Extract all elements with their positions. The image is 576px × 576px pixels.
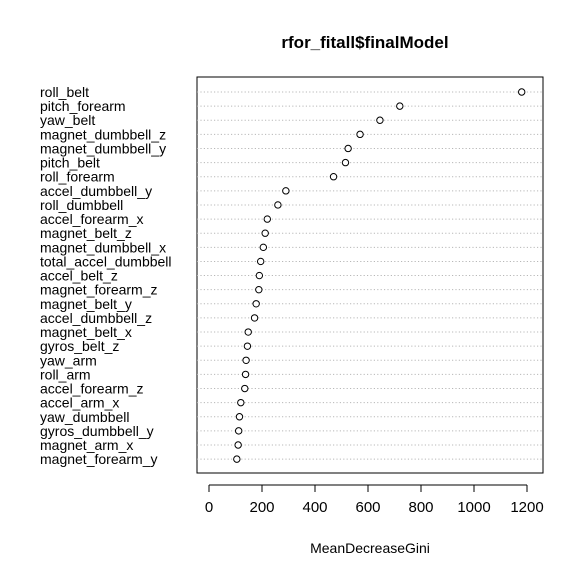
category-label: pitch_forearm <box>40 98 126 114</box>
data-point <box>329 173 338 181</box>
data-point <box>255 285 263 294</box>
category-label: accel_forearm_z <box>40 381 144 397</box>
category-label: yaw_arm <box>40 352 97 368</box>
data-point <box>256 257 265 266</box>
x-tick-label: 0 <box>205 499 213 516</box>
category-labels: roll_beltpitch_forearmyaw_beltmagnet_dum… <box>40 84 172 467</box>
x-tick-label: 1200 <box>510 499 543 516</box>
x-tick-label: 800 <box>408 499 433 516</box>
data-point <box>252 300 260 308</box>
category-label: magnet_belt_x <box>40 324 132 340</box>
data-point <box>259 243 268 252</box>
category-label: magnet_forearm_z <box>40 282 158 298</box>
category-label: magnet_forearm_y <box>40 451 158 467</box>
category-label: magnet_dumbbell_z <box>40 126 166 142</box>
category-label: magnet_arm_x <box>40 437 133 453</box>
x-tick-label: 600 <box>355 499 380 516</box>
data-point <box>396 102 404 110</box>
x-axis-title: MeanDecreaseGini <box>310 540 430 556</box>
data-point <box>282 187 290 195</box>
data-point <box>255 271 264 280</box>
category-label: roll_forearm <box>40 169 115 185</box>
data-point <box>237 398 245 407</box>
x-tick-label: 1000 <box>457 499 490 516</box>
category-label: gyros_belt_z <box>40 338 119 354</box>
x-axis: 0 200 400 600 800 1000 1200 <box>205 484 544 516</box>
x-tick-label: 400 <box>302 499 327 516</box>
data-points <box>233 88 526 463</box>
category-label: yaw_belt <box>40 112 95 128</box>
data-point <box>242 356 250 364</box>
category-label: roll_dumbbell <box>40 197 123 213</box>
category-label: yaw_dumbbell <box>40 409 130 425</box>
category-label: pitch_belt <box>40 155 100 171</box>
data-point <box>234 427 243 435</box>
category-label: accel_arm_x <box>40 395 119 411</box>
category-label: accel_forearm_x <box>40 211 144 227</box>
category-label: roll_arm <box>40 366 91 382</box>
data-point <box>241 384 249 393</box>
category-label: magnet_belt_y <box>40 296 132 312</box>
data-point <box>518 88 526 96</box>
data-point <box>241 370 250 379</box>
data-point <box>344 144 352 153</box>
data-point <box>243 342 252 350</box>
plot-frame <box>196 76 544 474</box>
grid-lines <box>197 91 543 460</box>
data-point <box>274 201 282 209</box>
category-label: magnet_dumbbell_y <box>40 140 166 156</box>
data-point <box>234 441 242 449</box>
category-label: magnet_dumbbell_x <box>40 239 166 255</box>
data-point <box>356 130 364 139</box>
category-label: accel_dumbbell_z <box>40 310 152 326</box>
data-point <box>233 455 241 463</box>
category-label: roll_belt <box>40 84 89 100</box>
data-point <box>376 116 384 124</box>
category-label: accel_belt_z <box>40 268 118 284</box>
data-point <box>250 314 259 322</box>
chart-title: rfor_fitall$finalModel <box>281 33 448 52</box>
category-label: total_accel_dumbbell <box>40 253 172 269</box>
data-point <box>263 215 271 223</box>
data-point <box>235 413 244 421</box>
data-point <box>341 158 350 167</box>
category-label: gyros_dumbbell_y <box>40 423 154 439</box>
x-tick-label: 200 <box>249 499 274 516</box>
data-point <box>244 328 252 336</box>
data-point <box>261 229 269 237</box>
category-label: accel_dumbbell_y <box>40 183 152 199</box>
category-label: magnet_belt_z <box>40 225 132 241</box>
